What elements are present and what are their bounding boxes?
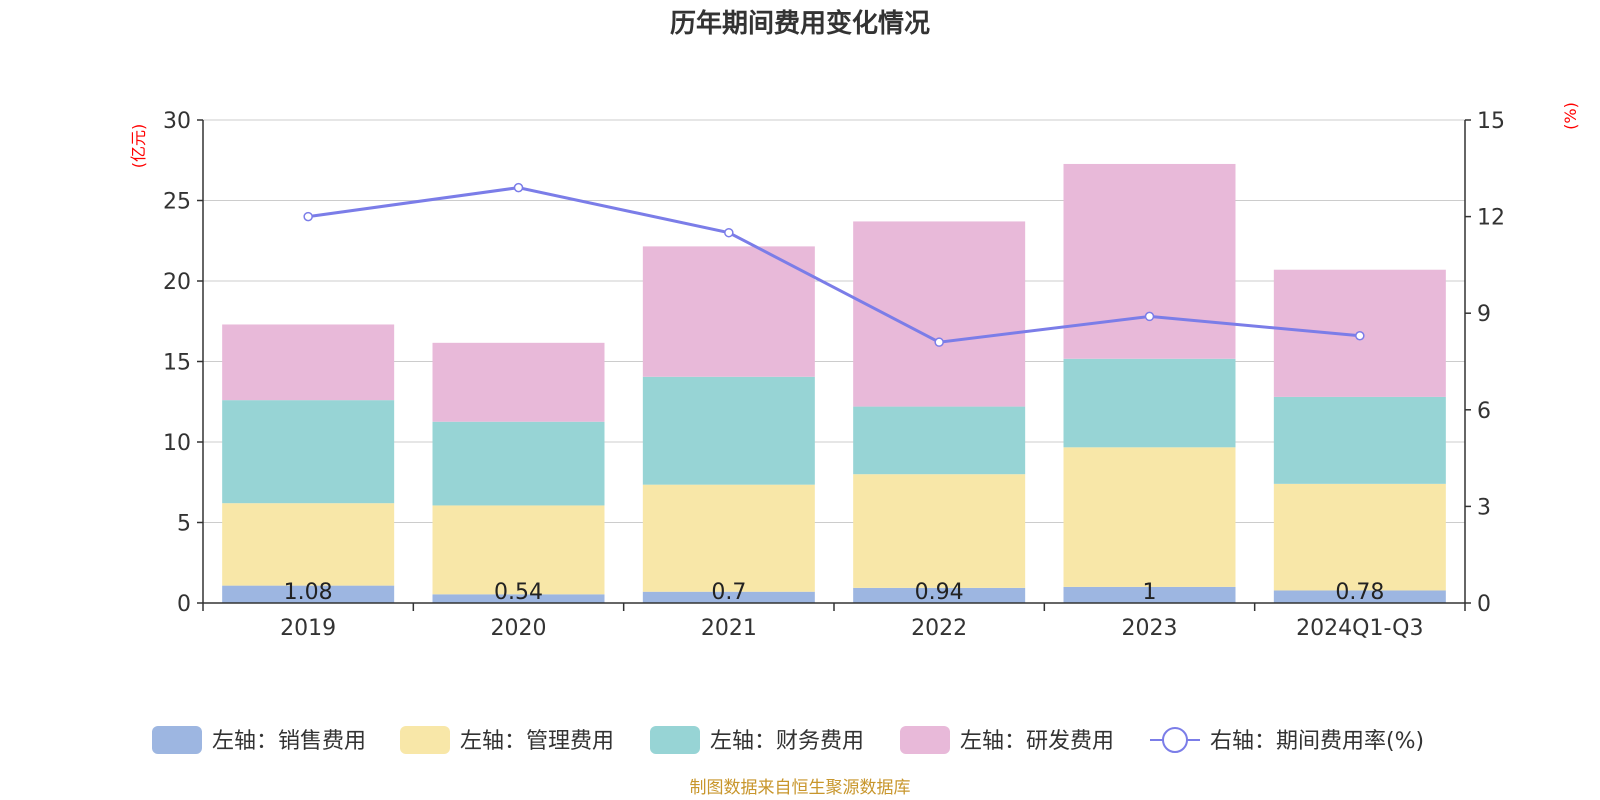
rate-line <box>303 182 1365 347</box>
x-tick-label: 2023 <box>1122 616 1178 641</box>
right-tick-label: 0 <box>1477 592 1491 617</box>
bar-segment <box>642 246 815 377</box>
x-tick-label: 2019 <box>280 616 336 641</box>
bars: 1.08 0.54 0.7 0.94 1 0.78 <box>222 163 1446 605</box>
data-label: 0.78 <box>1335 580 1384 605</box>
left-axis-unit: (亿元) <box>129 124 148 169</box>
right-tick-label: 15 <box>1477 109 1505 134</box>
x-tick-label: 2021 <box>701 616 757 641</box>
right-axis-unit: (%) <box>1561 102 1580 130</box>
chart-title: 历年期间费用变化情况 <box>670 8 930 39</box>
legend-label: 左轴：管理费用 <box>460 729 614 754</box>
left-tick-label: 20 <box>163 270 191 295</box>
bar-segment <box>1273 396 1446 484</box>
x-tick-label: 2022 <box>911 616 967 641</box>
rate-point <box>724 227 734 238</box>
legend: 左轴：销售费用 左轴：管理费用 左轴：财务费用 左轴：研发费用 右轴：期间费用率(%) <box>152 726 1424 754</box>
left-tick-label: 30 <box>163 109 191 134</box>
data-label: 1 <box>1143 580 1157 605</box>
x-tick-label: 2024Q1-Q3 <box>1296 616 1423 641</box>
bar-segment <box>642 484 815 592</box>
bar-segment <box>222 324 395 401</box>
bar-segment <box>222 400 395 504</box>
data-source: 制图数据来自恒生聚源数据库 <box>690 778 911 798</box>
bar-segment <box>1273 483 1446 591</box>
rate-point <box>303 211 313 222</box>
bar-segment <box>222 585 395 603</box>
bar-segment <box>1063 163 1236 359</box>
data-label: 1.08 <box>284 580 333 605</box>
bar-segment <box>642 376 815 485</box>
legend-swatch <box>400 726 450 754</box>
left-tick-label: 10 <box>163 431 191 456</box>
right-tick-label: 9 <box>1477 302 1491 327</box>
right-tick-label: 12 <box>1477 206 1505 231</box>
rate-point <box>513 182 524 193</box>
bar-segment <box>1063 358 1236 448</box>
bar-segment <box>432 505 605 595</box>
legend-label: 左轴：销售费用 <box>212 729 366 754</box>
data-label: 0.94 <box>915 580 964 605</box>
bar-segment <box>432 594 605 603</box>
left-tick-label: 15 <box>163 351 191 376</box>
legend-swatch <box>900 726 950 754</box>
bar-segment <box>853 221 1026 407</box>
bar-segment <box>642 591 815 603</box>
legend-swatch <box>152 726 202 754</box>
right-tick-label: 3 <box>1477 495 1491 520</box>
x-tick-label: 2020 <box>491 616 547 641</box>
bar-segment <box>222 503 395 586</box>
bar-segment <box>1273 590 1446 603</box>
bar-segment <box>853 406 1026 475</box>
legend-line-marker <box>1162 727 1188 753</box>
legend-label: 右轴：期间费用率(%) <box>1210 729 1424 754</box>
rate-point <box>1144 311 1155 322</box>
bar-segment <box>1063 586 1236 603</box>
left-tick-label: 5 <box>177 512 191 537</box>
bar-segment <box>432 421 605 506</box>
axes: 0 5 10 15 20 25 30 0 3 6 9 12 15 (亿元) (%) 2019 2020 2021 2… <box>129 102 1580 641</box>
left-tick-label: 25 <box>163 190 191 215</box>
rate-line-path <box>307 186 1360 344</box>
grid-lines <box>203 119 1465 523</box>
legend-swatch <box>650 726 700 754</box>
bar-segment <box>1063 447 1236 587</box>
bar-segment <box>853 474 1026 588</box>
bar-segment <box>853 587 1026 603</box>
data-label: 0.7 <box>711 580 746 605</box>
bar-segment <box>432 342 605 422</box>
legend-label: 左轴：财务费用 <box>710 729 864 754</box>
right-tick-label: 6 <box>1477 399 1491 424</box>
rate-point <box>1355 330 1365 341</box>
legend-label: 左轴：研发费用 <box>960 729 1114 754</box>
rate-point <box>934 337 944 347</box>
data-label: 0.54 <box>494 580 543 605</box>
left-tick-label: 0 <box>177 592 191 617</box>
